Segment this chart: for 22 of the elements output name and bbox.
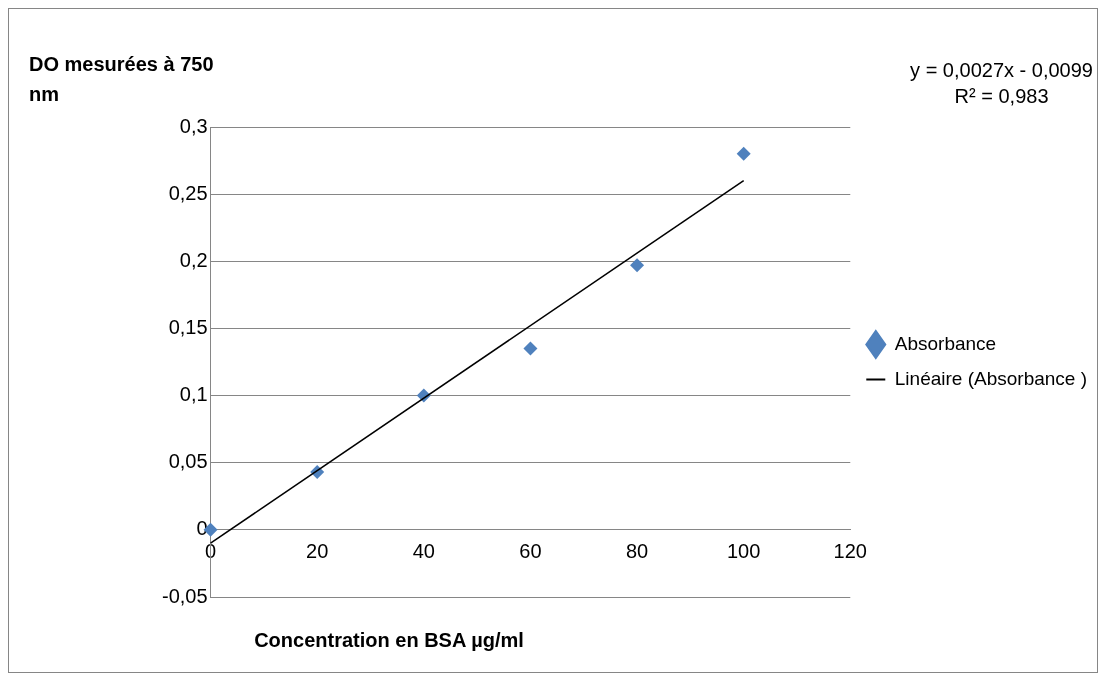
y-tick-label: 0,05 bbox=[168, 450, 208, 473]
y-tick-label: 0,2 bbox=[179, 248, 208, 271]
text: y = 0,0027x - 0,0099 bbox=[910, 58, 1093, 83]
x-tick-label: 120 bbox=[833, 540, 867, 563]
x-tick-label: 100 bbox=[726, 540, 761, 563]
x-tick-label: 40 bbox=[412, 540, 435, 563]
point bbox=[736, 146, 751, 161]
y-tick-label: 0,1 bbox=[179, 383, 208, 406]
text: R² = 0,983 bbox=[953, 84, 1050, 109]
legend-label: Linéaire (Absorbance ) bbox=[894, 367, 1087, 389]
y-tick-label: 0,25 bbox=[168, 181, 208, 204]
x-tick-label: 60 bbox=[519, 540, 542, 563]
x-tick-label: 80 bbox=[625, 540, 649, 563]
x-axis-title: Concentration en BSA µg/ml bbox=[254, 629, 524, 651]
y-tick-label: 0,3 bbox=[179, 114, 208, 137]
x-tick-label: 20 bbox=[306, 540, 329, 563]
y-tick-label: -0,05 bbox=[161, 584, 208, 607]
legend-label: Absorbance bbox=[894, 332, 997, 354]
y-tick-label: 0,15 bbox=[168, 315, 208, 338]
y-axis-title: DO mesurées à 750 nm bbox=[29, 52, 215, 107]
point bbox=[523, 341, 538, 356]
point bbox=[630, 258, 645, 273]
